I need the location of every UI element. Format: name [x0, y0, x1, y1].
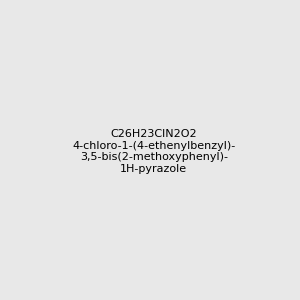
- Text: C26H23ClN2O2
4-chloro-1-(4-ethenylbenzyl)-
3,5-bis(2-methoxyphenyl)-
1H-pyrazole: C26H23ClN2O2 4-chloro-1-(4-ethenylbenzyl…: [72, 129, 236, 174]
